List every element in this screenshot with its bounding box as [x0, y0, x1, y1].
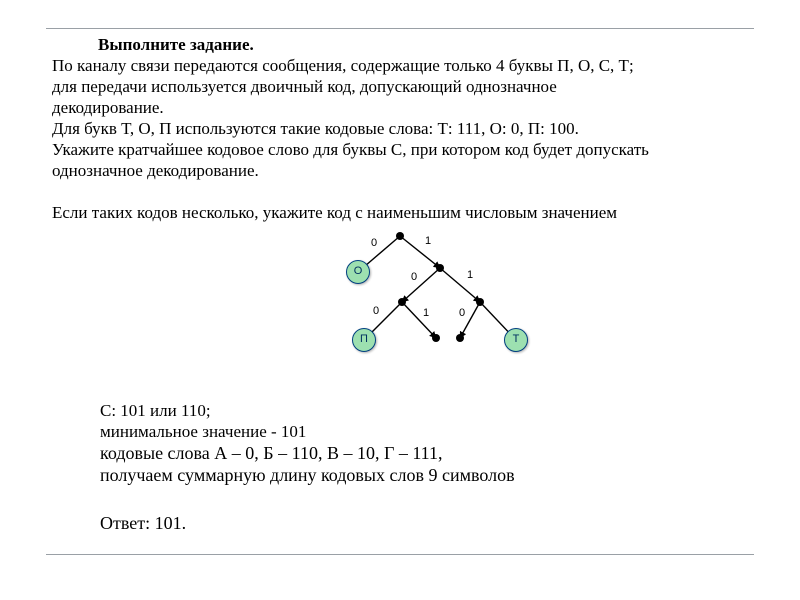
tree-node [398, 298, 406, 306]
edge-label: 0 [373, 305, 379, 319]
tree-leaf-T: Т [504, 328, 528, 352]
tree-edge [402, 302, 436, 338]
solution-answer: Ответ: 101. [100, 512, 750, 535]
solution-line-3: кодовые слова А – 0, Б – 110, В – 10, Г … [100, 442, 750, 465]
tree-node [436, 264, 444, 272]
task-line-5: Укажите кратчайшее кодовое слово для бук… [52, 139, 752, 160]
solution-line-4: получаем суммарную длину кодовых слов 9 … [100, 464, 750, 487]
task-line-7: Если таких кодов несколько, укажите код … [52, 202, 752, 223]
edge-label: 0 [371, 237, 377, 251]
tree-edges [260, 222, 560, 382]
tree-node [396, 232, 404, 240]
tree-node [476, 298, 484, 306]
tree-edge [400, 236, 440, 268]
task-line-3: декодирование. [52, 97, 752, 118]
tree-node [456, 334, 464, 342]
task-line-2: для передачи используется двоичный код, … [52, 76, 752, 97]
tree-leaf-O: О [346, 260, 370, 284]
divider-top [46, 28, 754, 29]
tree-edge [440, 268, 480, 302]
edge-label: 1 [467, 269, 473, 283]
task-line-4: Для букв Т, О, П используются такие кодо… [52, 118, 752, 139]
divider-bottom [46, 554, 754, 555]
edge-label: 0 [411, 271, 417, 285]
task-title: Выполните задание. [52, 34, 752, 55]
tree-edge [402, 268, 440, 302]
tree-node [432, 334, 440, 342]
code-tree-diagram: 0101010ОПТ [260, 222, 560, 382]
edge-label: 1 [423, 307, 429, 321]
task-title-text: Выполните задание. [52, 35, 254, 54]
edge-label: 0 [459, 307, 465, 321]
solution-line-2: минимальное значение - 101 [100, 421, 750, 442]
edge-label: 1 [425, 235, 431, 249]
page: Выполните задание. По каналу связи перед… [0, 0, 800, 600]
solution-line-1: С: 101 или 110; [100, 400, 750, 421]
task-line-1: По каналу связи передаются сообщения, со… [52, 55, 752, 76]
tree-leaf-P: П [352, 328, 376, 352]
task-line-6: однозначное декодирование. [52, 160, 752, 181]
